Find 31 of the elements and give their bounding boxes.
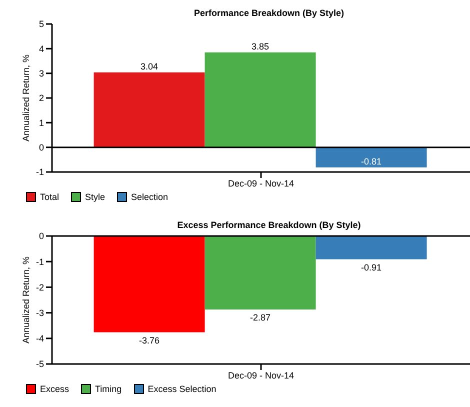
y-tick-label: -3	[36, 308, 44, 318]
y-tick-label: 3	[38, 68, 44, 79]
legend-label: Total	[40, 192, 60, 202]
legend-label: Timing	[95, 384, 122, 394]
y-tick-label: 0	[38, 142, 44, 153]
legend-label: Excess Selection	[148, 384, 216, 394]
data-label: 3.85	[252, 41, 270, 52]
y-tick-label: -1	[36, 256, 44, 267]
y-tick-label: -4	[36, 334, 44, 344]
y-tick-label: -5	[36, 359, 44, 370]
data-label: 3.04	[140, 61, 158, 72]
x-tick-label: Dec-09 - Nov-14	[228, 178, 294, 188]
y-tick-label: 0	[38, 231, 44, 242]
legend-label: Selection	[131, 192, 168, 202]
data-label: -2.87	[250, 312, 271, 322]
chart-title: Performance Breakdown (By Style)	[192, 8, 346, 20]
data-label: -0.91	[361, 262, 382, 272]
y-tick-label: -2	[36, 282, 44, 292]
x-tick-label: Dec-09 - Nov-14	[228, 370, 294, 380]
y-tick-label: 2	[38, 93, 44, 104]
data-label: -0.81	[361, 156, 382, 166]
legend-label: Excess	[40, 384, 70, 394]
y-tick-label: -1	[36, 167, 44, 178]
legend-label: Style	[85, 192, 106, 202]
y-tick-label: 1	[38, 118, 44, 128]
y-tick-label: 5	[38, 19, 44, 30]
chart-title: Excess Performance Breakdown (By Style)	[176, 220, 362, 232]
data-label: -3.76	[139, 335, 160, 346]
y-axis-title: Annualized Return, %	[21, 54, 32, 142]
y-tick-label: 4	[38, 44, 44, 54]
y-axis-title: Annualized Return, %	[21, 256, 32, 344]
